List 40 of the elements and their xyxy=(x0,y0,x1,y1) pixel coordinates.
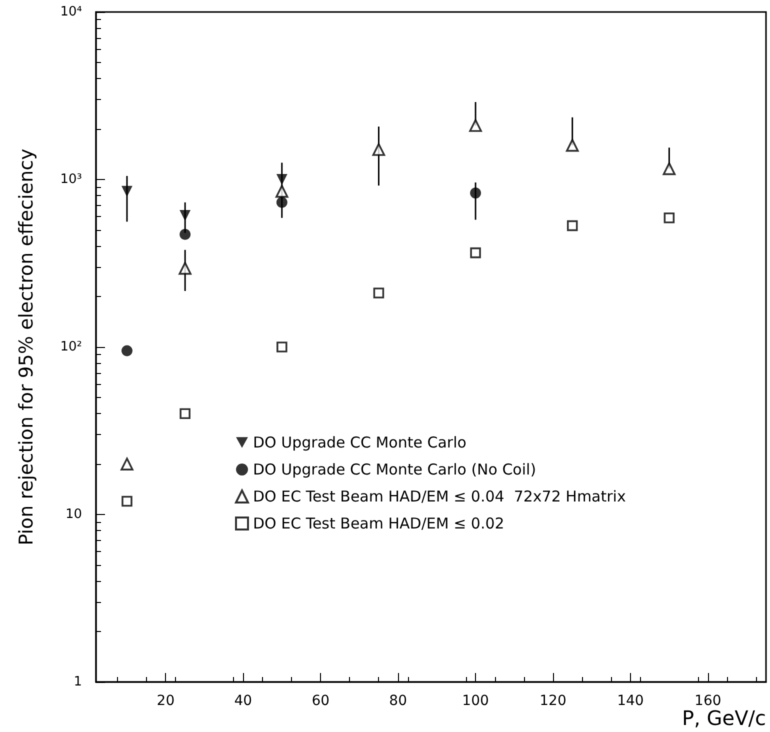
x-tick-label: 160 xyxy=(694,693,722,709)
point xyxy=(121,345,132,356)
y-tick-label: 10³ xyxy=(60,172,82,187)
y-tick-label: 10 xyxy=(65,507,82,522)
point xyxy=(664,212,675,224)
x-axis-title: P, GeV/c xyxy=(682,706,766,730)
legend-label: DO EC Test Beam HAD/EM ≤ 0.02 xyxy=(253,514,504,532)
x-tick-label: 20 xyxy=(156,693,175,709)
point xyxy=(469,119,482,132)
point xyxy=(180,210,191,221)
point xyxy=(470,247,481,258)
point xyxy=(276,174,288,185)
point xyxy=(276,342,288,352)
y-tick-label: 1 xyxy=(74,674,82,690)
point xyxy=(180,408,190,420)
x-tick-label: 120 xyxy=(540,693,566,709)
x-tick-label: 80 xyxy=(389,693,407,709)
point xyxy=(122,496,132,507)
point xyxy=(276,196,288,208)
x-tick-label: 60 xyxy=(312,693,330,709)
point xyxy=(372,143,386,156)
point xyxy=(275,184,288,198)
legend-label: DO EC Test Beam HAD/EM ≤ 0.04 72x72 Hmatrix xyxy=(253,488,626,506)
point xyxy=(121,186,132,197)
point xyxy=(120,458,134,470)
legend-label: DO Upgrade CC Monte Carlo (No Coil) xyxy=(253,460,536,478)
point xyxy=(180,228,191,240)
y-axis-title: Pion rejection for 95% electron effeciency xyxy=(16,148,38,546)
point xyxy=(662,162,676,176)
y-tick-label: 10² xyxy=(60,340,82,354)
y-tick-label: 10⁴ xyxy=(60,4,82,20)
point xyxy=(566,220,578,232)
x-tick-label: 100 xyxy=(462,693,489,709)
point xyxy=(566,138,579,152)
point xyxy=(470,188,482,199)
legend-label: DO Upgrade CC Monte Carlo xyxy=(253,434,466,452)
x-tick-label: 140 xyxy=(617,693,644,709)
point xyxy=(373,288,384,298)
point xyxy=(178,262,192,275)
x-tick-label: 40 xyxy=(234,693,252,709)
